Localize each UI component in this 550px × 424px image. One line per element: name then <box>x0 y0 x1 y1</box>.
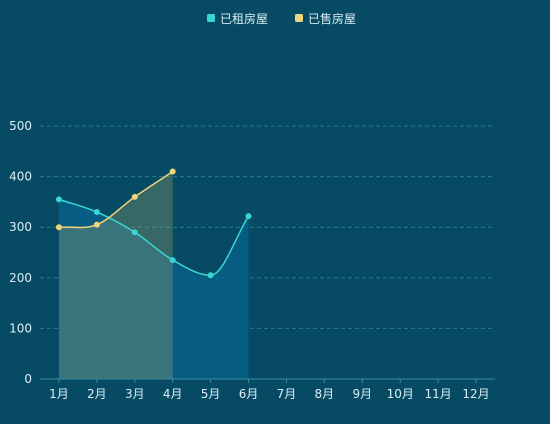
legend-item-rented[interactable]: 已租房屋 <box>207 11 268 26</box>
x-tick-label: 9月 <box>352 387 372 401</box>
legend[interactable]: 已租房屋 已售房屋 <box>207 11 356 26</box>
data-point[interactable] <box>131 229 138 236</box>
grid-layer <box>40 125 495 329</box>
data-point[interactable] <box>169 257 176 264</box>
y-tick-label: 0 <box>24 372 32 386</box>
x-tick-label: 10月 <box>387 387 414 401</box>
x-tick-label: 8月 <box>315 387 335 401</box>
x-tick-label: 12月 <box>462 387 489 401</box>
y-tick-label: 300 <box>9 220 32 234</box>
x-tick-label: 4月 <box>163 387 183 401</box>
x-tick-label: 11月 <box>424 387 451 401</box>
x-tick-label: 5月 <box>201 387 221 401</box>
legend-item-sold[interactable]: 已售房屋 <box>295 11 356 26</box>
axis-layer: 0 100 200 300 400 500 1月 2月 3月 4月 5月 6月 7月 8月 9月 10月 11月… <box>9 119 495 401</box>
series-line-sold[interactable] <box>58 170 174 229</box>
legend-label: 已售房屋 <box>308 11 356 26</box>
data-point[interactable] <box>169 168 176 175</box>
area-layer <box>58 171 249 379</box>
legend-swatch <box>295 14 303 22</box>
data-point[interactable] <box>93 209 100 216</box>
data-point[interactable] <box>131 193 138 200</box>
x-tick-label: 6月 <box>239 387 259 401</box>
data-point[interactable] <box>93 221 100 228</box>
y-tick-label: 500 <box>9 119 32 133</box>
data-point[interactable] <box>55 196 62 203</box>
legend-label: 已租房屋 <box>220 11 268 26</box>
y-tick-label: 200 <box>9 271 32 285</box>
series-area-sold <box>58 171 173 379</box>
x-tick-label: 1月 <box>49 387 69 401</box>
x-tick-label: 7月 <box>277 387 297 401</box>
legend-swatch <box>207 14 215 22</box>
x-tick-label: 2月 <box>87 387 107 401</box>
y-tick-label: 100 <box>9 321 32 335</box>
data-point[interactable] <box>55 224 62 231</box>
point-layer <box>55 168 252 279</box>
x-tick-label: 3月 <box>125 387 145 401</box>
data-point[interactable] <box>245 213 252 220</box>
y-tick-label: 400 <box>9 170 32 184</box>
series-area-rented <box>58 199 249 379</box>
data-point[interactable] <box>207 272 214 279</box>
